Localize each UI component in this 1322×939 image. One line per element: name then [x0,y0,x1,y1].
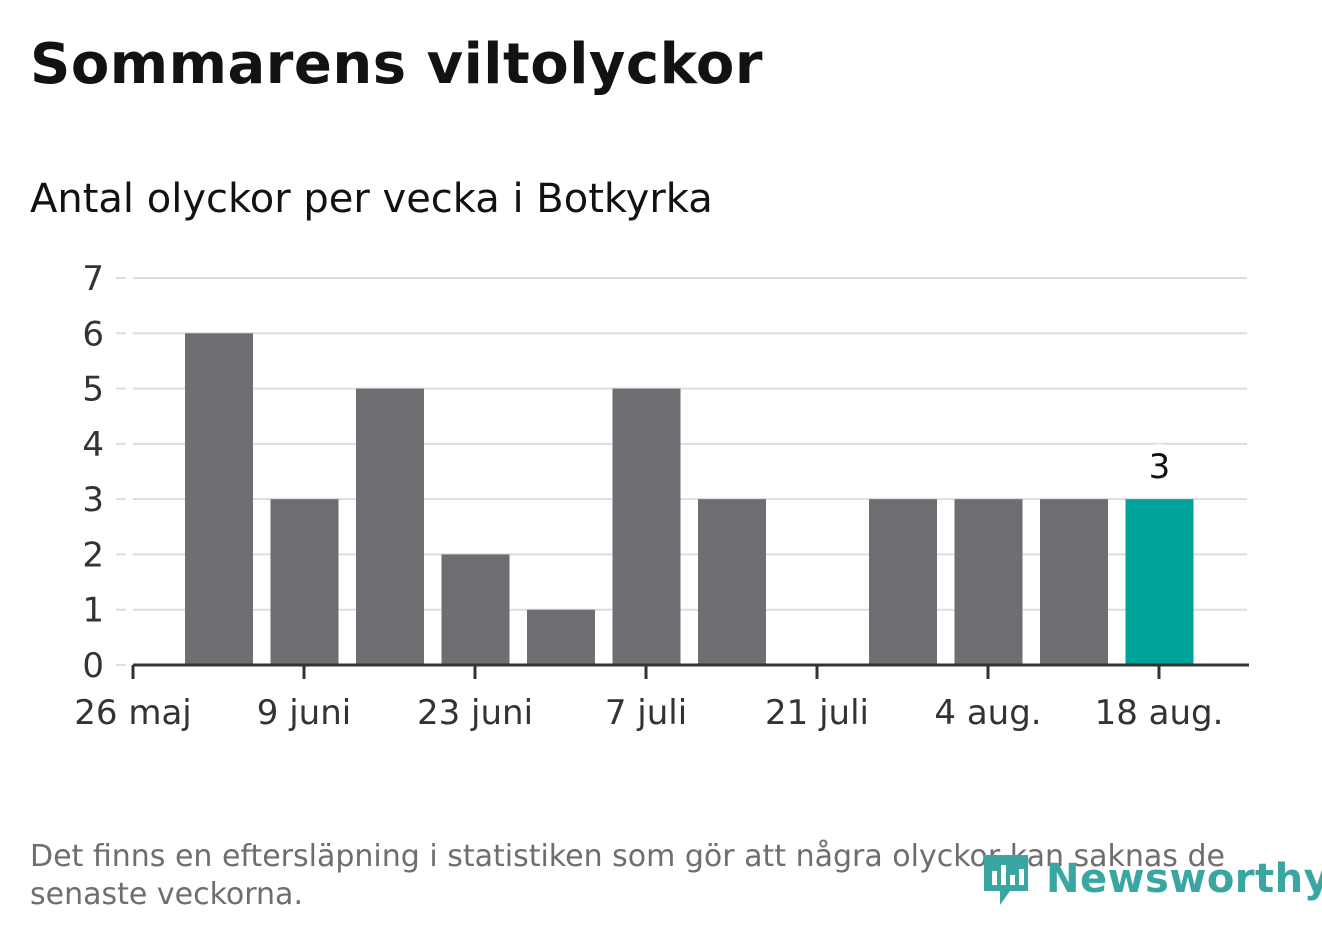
x-tick-label: 4 aug. [934,693,1041,733]
newsworthy-logo: Newsworthy [980,848,1322,910]
x-tick-label: 21 juli [765,693,869,733]
bar [1040,499,1108,665]
bar-chart: 0 1 2 3 4 5 6 7 3 26 maj 9 juni 23 juni 7 juli 21 jul… [74,259,1249,733]
bar [270,499,339,665]
x-tick-label: 9 juni [257,693,351,733]
bar [869,499,937,665]
logo-text: Newsworthy [1046,856,1322,902]
y-tick-label: 3 [82,480,104,520]
y-tick-label: 1 [82,591,104,631]
bar [185,333,253,665]
bar [441,554,510,665]
chart-subtitle: Antal olyckor per vecka i Botkyrka [30,176,713,222]
bar [612,388,681,665]
bar-highlight [1125,499,1194,665]
newsworthy-logo-icon [984,855,1028,905]
data-label-bg [1137,444,1182,489]
x-tick-label: 18 aug. [1095,693,1224,733]
x-tick-label: 7 juli [605,693,687,733]
x-tick-label: 26 maj [74,693,191,733]
y-tick-label: 5 [82,370,104,410]
y-tick-label: 4 [82,425,104,465]
chart-title: Sommarens viltolyckor [30,32,763,97]
y-tick-label: 2 [82,535,104,575]
data-label: 3 [1149,447,1171,487]
bar [954,499,1023,665]
y-tick-label: 7 [82,259,104,299]
y-tick-label: 6 [82,314,104,354]
y-tick-label: 0 [82,646,104,686]
bar [527,609,595,665]
bar [698,499,766,665]
bar [356,388,424,665]
x-tick-label: 23 juni [417,693,533,733]
